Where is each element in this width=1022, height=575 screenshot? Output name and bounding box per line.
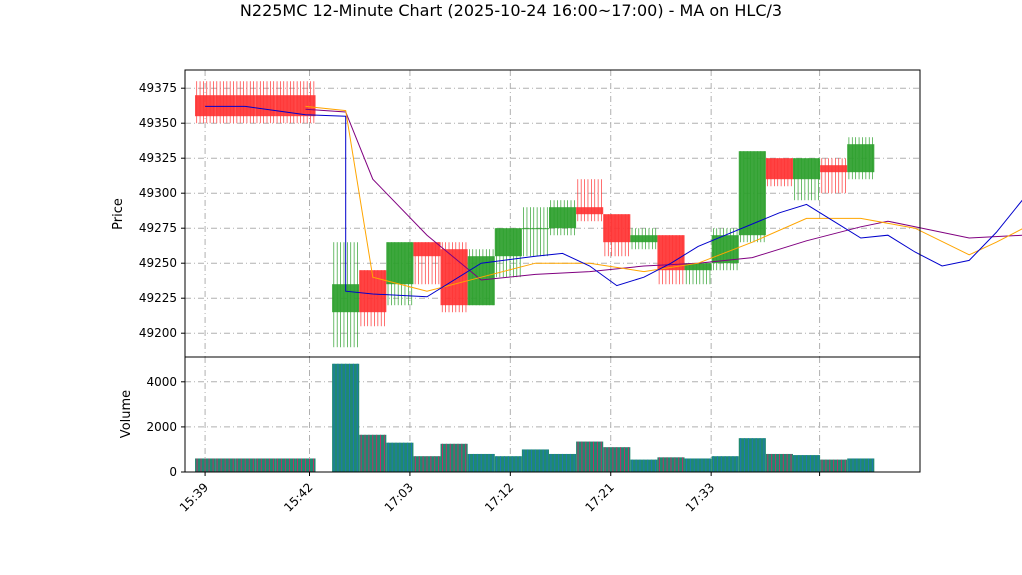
volume-bar [359,434,387,472]
volume-panel-frame [184,356,921,473]
volume-bar [847,458,875,472]
volume-bar [235,458,256,472]
candle-body [603,214,631,243]
volume-tick-label: 2000 [146,420,177,434]
volume-bar [275,458,296,472]
candle-body [738,151,766,236]
candle-body [630,235,658,243]
volume-bar [494,456,522,472]
candle-body [684,263,712,271]
candle [215,81,236,124]
candle-body [548,207,577,229]
candle [630,228,658,250]
volume-bar [820,459,848,472]
volume-bar [657,457,685,472]
candle [386,242,414,306]
volume-bar [765,453,793,472]
candle-body [494,228,522,257]
volume-bar [332,363,360,472]
volume-bar [684,458,712,472]
volume-bar [548,453,577,472]
volume-bar [521,449,549,472]
volume-bar [215,458,236,472]
price-tick-label: 49275 [139,221,177,235]
candle-body [413,242,441,257]
candle-body [386,242,414,285]
candle [684,263,712,285]
volume-bar [576,441,604,472]
price-tick-label: 49325 [139,151,177,165]
candle-body [792,158,821,180]
volume-panel: 0 2000 4000 [146,356,921,479]
volume-axis-label: Volume [119,390,134,438]
candle [494,228,522,278]
candle-body [521,228,549,230]
candle [603,214,631,257]
price-axis-label: Price [111,198,126,230]
candle-body [235,95,256,117]
volume-bar [603,447,631,472]
candle-body [255,95,276,117]
candle [467,249,495,306]
candle [576,179,604,222]
candle-body [295,95,316,117]
candle-body [467,256,495,306]
volume-bar [711,456,739,472]
candle [195,81,216,124]
price-tick-label: 49200 [139,326,177,340]
price-tick-label: 49250 [139,256,177,270]
candle [521,207,549,257]
candle [820,158,848,194]
volume-bar [195,458,216,472]
candle-body [215,95,236,117]
candle-body [847,144,875,173]
volume-tick-label: 4000 [146,375,177,389]
volume-tick-label: 0 [169,465,177,479]
volume-bar [738,438,766,472]
price-tick-label: 49350 [139,116,177,130]
volume-bar [255,458,276,472]
candle [440,242,468,313]
volume-bar [295,458,316,472]
price-tick-label: 49375 [139,81,177,95]
candle [235,81,256,124]
price-panel: 49200 49225 49250 49275 49300 49325 49350 49375 [139,69,1022,358]
chart-title: N225MC 12-Minute Chart (2025-10-24 16:00… [240,1,782,20]
candle [765,158,793,187]
candle [792,158,821,201]
candle [847,137,875,180]
candle-body [440,249,468,306]
volume-bar [467,453,495,472]
candle [413,242,441,285]
price-tick-label: 49300 [139,186,177,200]
volume-bar [440,443,468,472]
candle [255,81,276,124]
ma-short-line [205,105,1022,298]
candle [295,81,316,124]
candle-body [820,165,848,173]
volume-bar [386,442,414,472]
price-tick-label: 49225 [139,291,177,305]
candle [738,151,766,243]
volume-bar [630,459,658,472]
candle [548,200,577,236]
candle-body [195,95,216,117]
candle-body [576,207,604,215]
volume-bar [792,455,821,472]
volume-bar [413,456,441,472]
candle-body [765,158,793,180]
